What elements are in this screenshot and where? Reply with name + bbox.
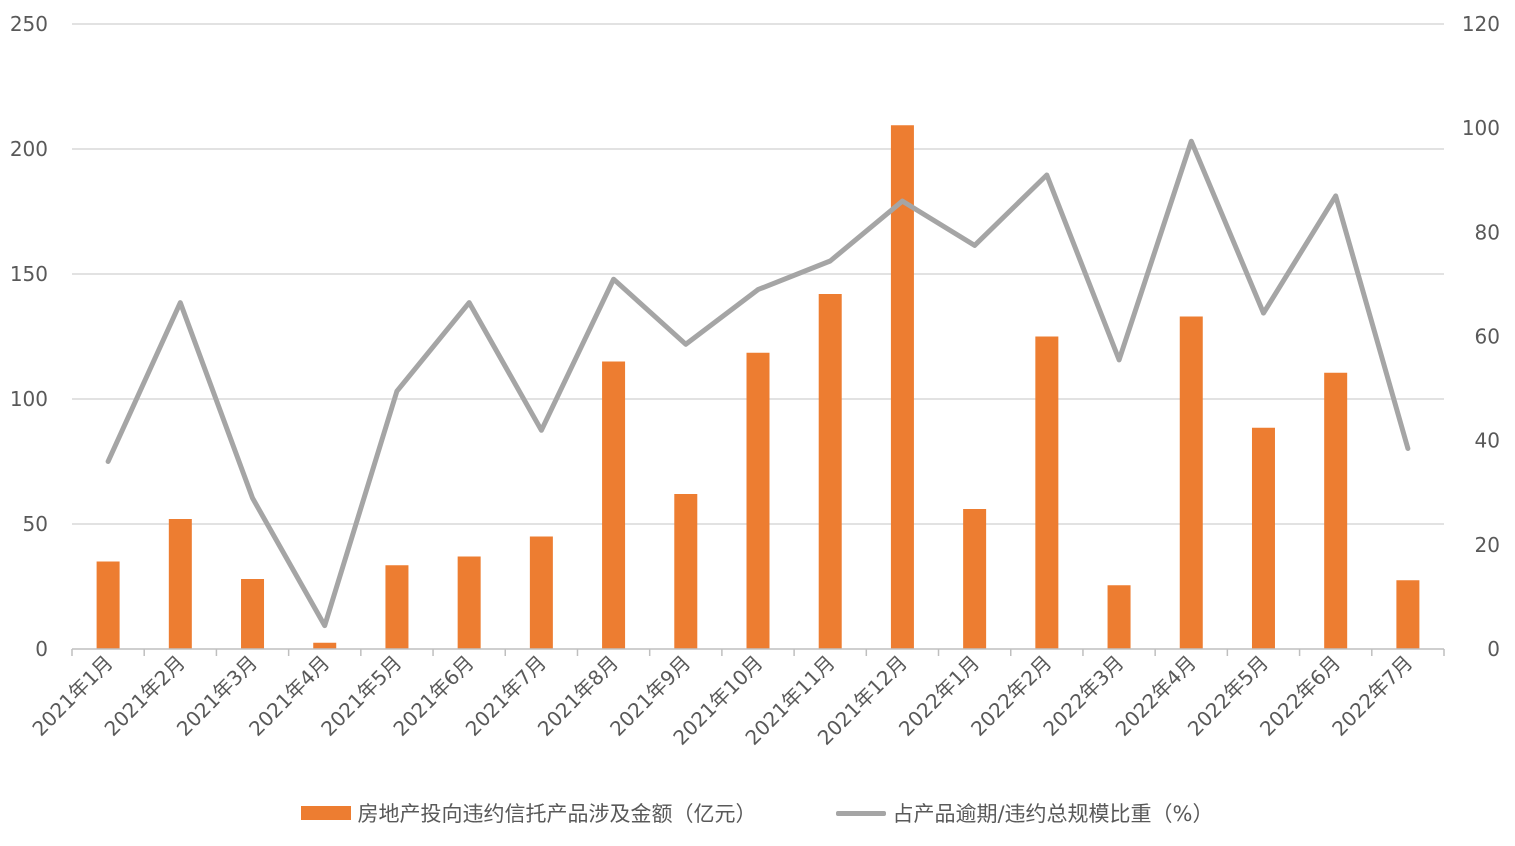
legend-swatch-line [836,810,887,816]
bar [385,565,409,649]
legend-label-line: 占产品逾期/违约总规模比重（%） [892,802,1214,826]
bar [241,579,265,649]
bar [457,556,481,649]
y-right-tick-label: 0 [1487,637,1500,661]
y-left-tick-label: 50 [23,512,48,536]
bar [1035,336,1059,649]
y-right-tick-label: 100 [1462,116,1500,140]
bar [313,642,337,649]
bar [1251,427,1275,649]
y-right-tick-label: 80 [1475,220,1500,244]
y-left-tick-label: 150 [10,262,48,286]
bar [529,536,553,649]
bar [963,509,987,649]
bar [602,361,626,649]
legend-item-bar: 房地产投向违约信托产品涉及金额（亿元） [301,798,756,828]
bar [96,561,120,649]
y-right-tick-label: 20 [1475,533,1500,557]
legend-label-bar: 房地产投向违约信托产品涉及金额（亿元） [357,802,757,826]
bar [818,294,842,649]
bar-series [96,125,1420,649]
y-left-tick-label: 250 [10,12,48,36]
y-right-tick-label: 60 [1475,325,1500,349]
bar [1179,316,1203,649]
legend-item-line: 占产品逾期/违约总规模比重（%） [836,798,1214,828]
legend-swatch-bar [301,806,352,820]
bar [746,352,770,649]
y-left-tick-label: 0 [35,637,48,661]
bar [1396,580,1420,649]
bar [890,125,914,649]
y-left-tick-label: 200 [10,137,48,161]
bar [1107,585,1131,649]
y-right-tick-label: 40 [1475,429,1500,453]
chart: 0501001502002500204060801001202021年1月202… [10,12,1500,750]
gridlines [72,23,1444,525]
line-series [105,138,1411,629]
bar [1324,372,1348,649]
bar [674,494,698,649]
bar [168,519,192,649]
y-right-tick-label: 120 [1462,12,1500,36]
legend: 房地产投向违约信托产品涉及金额（亿元） 占产品逾期/违约总规模比重（%） [0,796,1515,830]
y-left-tick-label: 100 [10,387,48,411]
